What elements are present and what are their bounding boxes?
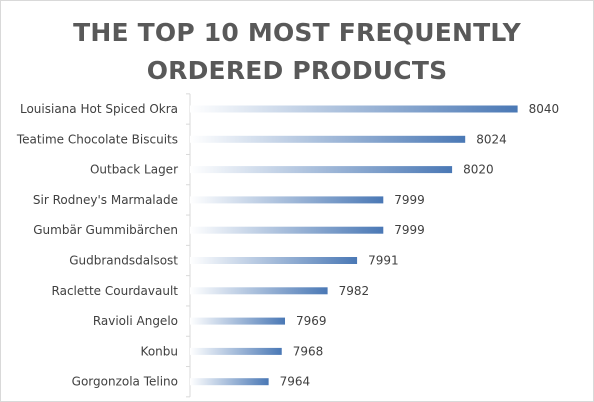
category-label: Gudbrandsdalsost [69, 254, 178, 268]
chart-title: THE TOP 10 MOST FREQUENTLY ORDERED PRODU… [0, 14, 594, 90]
bar [190, 226, 384, 234]
bar [190, 287, 328, 295]
category-label: Gumbär Gummibärchen [33, 223, 178, 237]
category-label: Teatime Chocolate Biscuits [16, 132, 178, 146]
data-label: 7968 [293, 344, 324, 358]
category-label: Raclette Courdavault [52, 284, 179, 298]
data-label: 7964 [280, 375, 311, 389]
category-label: Konbu [141, 344, 178, 358]
category-label: Sir Rodney's Marmalade [33, 193, 178, 207]
category-label: Gorgonzola Telino [72, 375, 178, 389]
data-label: 8040 [529, 102, 560, 116]
bar [190, 105, 518, 113]
data-label: 7982 [339, 284, 370, 298]
bar [190, 257, 358, 264]
data-label: 7999 [394, 193, 425, 207]
bar [190, 347, 282, 355]
category-label: Ravioli Angelo [93, 314, 178, 328]
data-label: 7999 [394, 223, 425, 237]
bar [190, 166, 453, 174]
chart-title-line-2: ORDERED PRODUCTS [146, 56, 448, 85]
data-label: 7991 [368, 254, 399, 268]
category-label: Outback Lager [90, 163, 178, 177]
data-label: 8020 [463, 163, 494, 177]
category-label: Louisiana Hot Spiced Okra [20, 102, 178, 116]
chart-title-line-1: THE TOP 10 MOST FREQUENTLY [73, 18, 521, 47]
bar [190, 196, 384, 204]
bar [190, 317, 286, 325]
data-label: 8024 [476, 132, 507, 146]
bar [190, 135, 466, 143]
bar [190, 378, 269, 386]
data-label: 7969 [296, 314, 327, 328]
